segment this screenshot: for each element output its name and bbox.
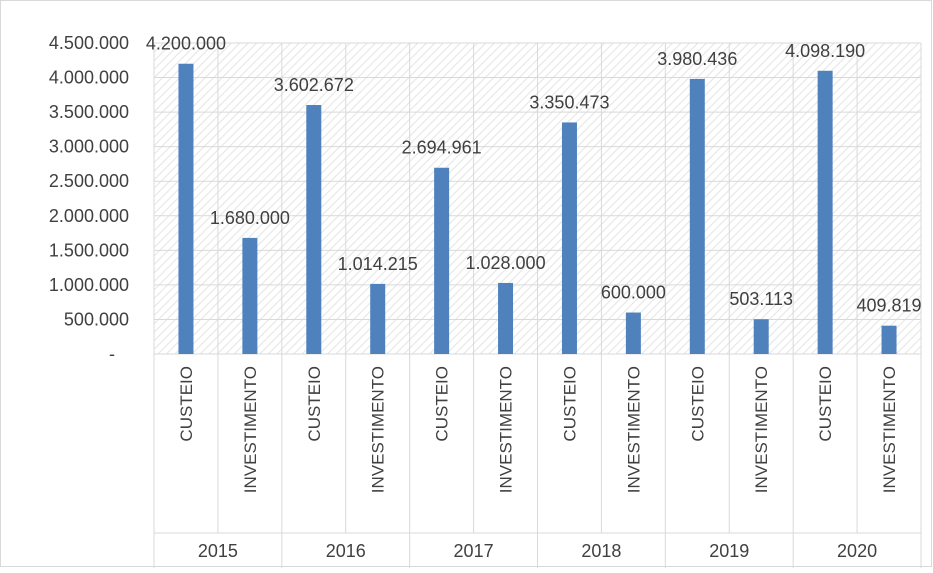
data-label: 1.014.215 <box>338 254 418 274</box>
y-tick-label: 3.500.000 <box>49 102 129 122</box>
year-tick-label: 2019 <box>709 541 749 561</box>
bar <box>817 70 833 355</box>
category-tick-label: INVESTIMENTO <box>624 366 643 493</box>
data-label: 2.694.961 <box>402 138 482 158</box>
bar <box>753 319 769 354</box>
bar <box>434 167 450 354</box>
category-axis: CUSTEIO INVESTIMENTO CUSTEIO INVESTIMENTO CU… <box>154 366 921 561</box>
bar <box>178 63 194 354</box>
data-label: 600.000 <box>601 283 666 303</box>
bar <box>242 237 258 354</box>
year-tick-label: 2016 <box>326 541 366 561</box>
category-tick-label: CUSTEIO <box>177 366 196 442</box>
year-tick-label: 2017 <box>454 541 494 561</box>
y-tick-label: 1.500.000 <box>49 240 129 260</box>
category-tick-label: CUSTEIO <box>433 366 452 442</box>
data-label: 1.028.000 <box>466 253 546 273</box>
bar <box>370 283 386 354</box>
bar <box>306 105 322 354</box>
data-label: 409.819 <box>857 296 922 316</box>
category-tick-label: INVESTIMENTO <box>241 366 260 493</box>
data-label: 3.602.672 <box>274 75 354 95</box>
data-label: 3.980.436 <box>657 49 737 69</box>
category-tick-label: INVESTIMENTO <box>497 366 516 493</box>
y-tick-label: 500.000 <box>64 309 129 329</box>
data-labels: 4.200.000 1.680.000 3.602.672 1.014.215 2.69… <box>146 34 922 316</box>
y-tick-label: 4.500.000 <box>49 33 129 53</box>
bar <box>625 312 641 354</box>
y-tick-label: - <box>109 344 115 364</box>
year-tick-label: 2015 <box>198 541 238 561</box>
year-tick-label: 2018 <box>581 541 621 561</box>
bar <box>561 122 577 354</box>
bar <box>881 325 897 354</box>
category-tick-label: INVESTIMENTO <box>880 366 899 493</box>
y-axis-tick-labels: - 500.000 1.000.000 1.500.000 2.000.000 2.500… <box>49 33 129 364</box>
data-label: 4.200.000 <box>146 34 226 54</box>
category-tick-label: INVESTIMENTO <box>752 366 771 493</box>
data-label: 1.680.000 <box>210 208 290 228</box>
data-label: 4.098.190 <box>785 41 865 61</box>
category-tick-label: CUSTEIO <box>305 366 324 442</box>
y-tick-label: 4.000.000 <box>49 68 129 88</box>
category-tick-label: INVESTIMENTO <box>369 366 388 493</box>
y-tick-label: 1.000.000 <box>49 275 129 295</box>
year-tick-label: 2020 <box>837 541 877 561</box>
data-label: 503.113 <box>729 289 793 309</box>
bar <box>689 78 705 354</box>
bars <box>178 63 897 355</box>
category-tick-label: CUSTEIO <box>560 366 579 442</box>
data-label: 3.350.473 <box>529 92 609 112</box>
category-tick-label: CUSTEIO <box>688 366 707 442</box>
y-tick-label: 2.500.000 <box>49 171 129 191</box>
category-tick-label: CUSTEIO <box>816 366 835 442</box>
y-tick-label: 3.000.000 <box>49 137 129 157</box>
y-tick-label: 2.000.000 <box>49 206 129 226</box>
bar <box>498 282 514 354</box>
gridlines <box>153 42 922 568</box>
